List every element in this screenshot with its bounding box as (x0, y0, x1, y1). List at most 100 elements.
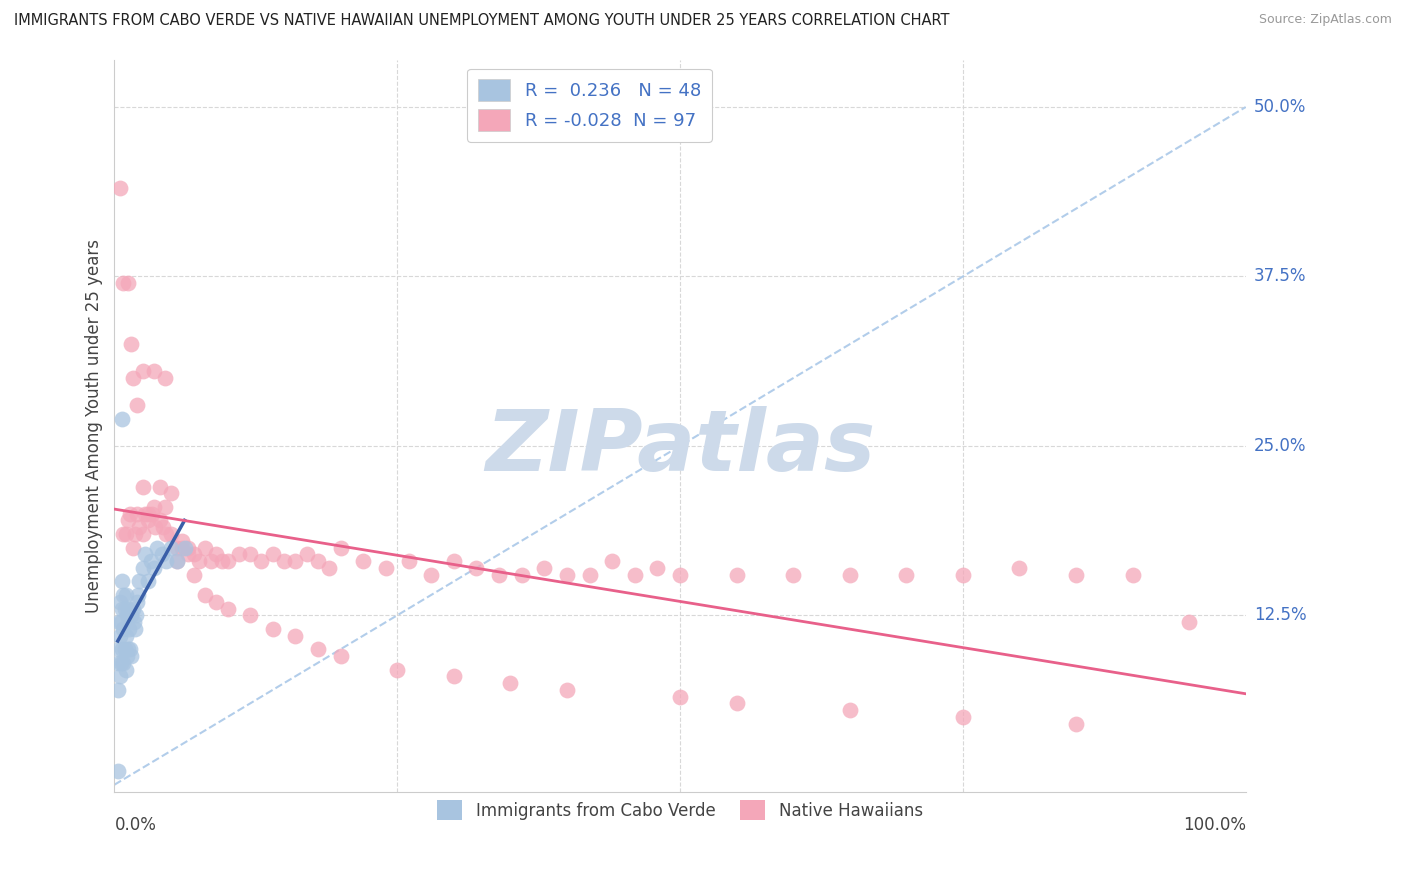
Point (443, 554, 465, 568)
Point (262, 622, 284, 636)
Point (143, 364, 166, 378)
Point (128, 520, 150, 534)
Point (166, 554, 188, 568)
Point (114, 642, 136, 657)
Point (262, 547, 284, 561)
Point (138, 513, 160, 527)
Text: ZIPatlas: ZIPatlas (485, 406, 875, 489)
Point (114, 601, 136, 615)
Point (273, 554, 295, 568)
Point (141, 507, 163, 521)
Point (155, 371, 177, 385)
Text: 12.5%: 12.5% (1254, 607, 1306, 624)
Point (952, 567, 974, 582)
Point (239, 608, 262, 623)
Point (117, 642, 139, 657)
Point (112, 527, 135, 541)
Point (150, 547, 173, 561)
Point (108, 615, 131, 629)
Point (669, 690, 692, 704)
Point (120, 648, 142, 663)
Point (115, 648, 138, 663)
Point (307, 642, 329, 657)
Point (295, 547, 318, 561)
Point (183, 547, 205, 561)
Point (555, 682, 578, 697)
Point (374, 561, 396, 575)
Point (107, 682, 129, 697)
Point (465, 561, 488, 575)
Point (533, 561, 555, 575)
Point (111, 411, 134, 425)
Point (155, 500, 177, 514)
Point (183, 567, 205, 582)
Point (284, 554, 307, 568)
Point (217, 554, 239, 568)
Point (124, 622, 146, 636)
Point (125, 507, 148, 521)
Point (329, 648, 352, 663)
Point (166, 554, 188, 568)
Point (725, 697, 748, 711)
Point (122, 615, 145, 629)
Point (284, 629, 307, 643)
Point (112, 656, 135, 670)
Point (134, 507, 156, 521)
Point (160, 486, 183, 500)
Point (108, 181, 131, 195)
Point (307, 554, 329, 568)
Point (250, 554, 273, 568)
Point (152, 520, 174, 534)
Point (124, 527, 146, 541)
Point (318, 561, 340, 575)
Point (110, 656, 132, 670)
Text: 50.0%: 50.0% (1254, 98, 1306, 116)
Point (387, 663, 409, 677)
Point (200, 554, 222, 568)
Legend: Immigrants from Cabo Verde, Native Hawaiians: Immigrants from Cabo Verde, Native Hawai… (430, 793, 929, 827)
Point (114, 629, 136, 643)
Point (149, 479, 172, 493)
Point (107, 764, 129, 779)
Point (160, 541, 183, 555)
Point (120, 608, 142, 623)
Point (600, 554, 623, 568)
Point (205, 547, 228, 561)
Point (125, 608, 148, 623)
Text: 37.5%: 37.5% (1254, 268, 1306, 285)
Point (120, 507, 142, 521)
Point (143, 561, 166, 575)
Point (239, 547, 262, 561)
Point (217, 601, 239, 615)
Point (108, 629, 131, 643)
Point (108, 642, 131, 657)
Point (896, 567, 918, 582)
Point (177, 547, 200, 561)
Point (329, 541, 352, 555)
Point (952, 710, 974, 724)
Point (117, 513, 139, 527)
Point (499, 676, 522, 690)
Point (111, 574, 134, 589)
Point (125, 595, 148, 609)
Point (143, 500, 166, 514)
Point (352, 554, 374, 568)
Point (1064, 716, 1087, 731)
Point (166, 541, 188, 555)
Point (838, 703, 860, 717)
Point (160, 527, 183, 541)
Point (1008, 561, 1031, 575)
Point (131, 479, 153, 493)
Point (121, 601, 143, 615)
Point (112, 622, 135, 636)
Text: 0.0%: 0.0% (114, 816, 156, 834)
Point (782, 567, 804, 582)
Point (121, 371, 143, 385)
Point (155, 554, 177, 568)
Point (120, 337, 142, 351)
Point (121, 541, 143, 555)
Point (488, 567, 510, 582)
Point (177, 541, 200, 555)
Point (578, 567, 600, 582)
Point (1178, 615, 1201, 629)
